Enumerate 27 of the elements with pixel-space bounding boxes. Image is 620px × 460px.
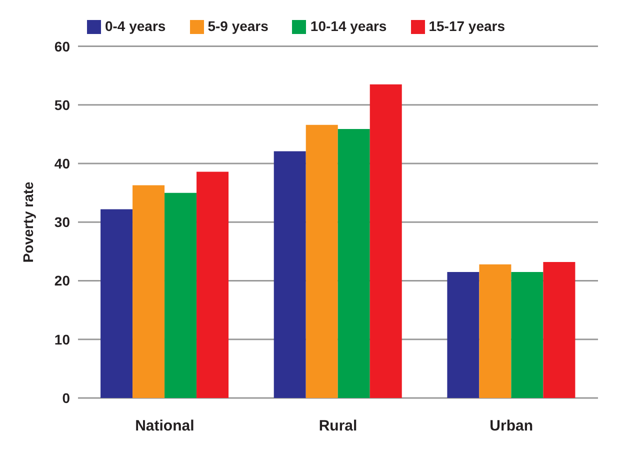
bar — [447, 272, 480, 398]
bar — [100, 209, 133, 398]
y-tick-label: 40 — [54, 156, 70, 172]
legend-label: 15-17 years — [428, 18, 506, 34]
y-tick-label: 50 — [54, 96, 70, 113]
bar — [479, 264, 512, 398]
bar — [338, 128, 370, 398]
bar — [164, 192, 197, 398]
legend-label: 5-9 years — [208, 18, 268, 34]
x-tick-label: National — [135, 418, 194, 435]
bar — [274, 151, 306, 398]
y-tick-label: 30 — [54, 214, 70, 230]
bar — [543, 262, 576, 398]
y-tick-label: 10 — [54, 331, 70, 348]
x-tick-label: Rural — [318, 418, 358, 435]
y-tick-label: 60 — [54, 38, 70, 54]
bar — [306, 124, 338, 398]
y-tick-label: 20 — [54, 272, 70, 289]
y-axis-title: Poverty rate — [20, 181, 36, 263]
legend-label: 10-14 years — [310, 18, 387, 34]
bar — [132, 185, 165, 398]
bar — [370, 84, 402, 398]
y-tick-label: 0 — [62, 390, 70, 406]
bar — [511, 272, 544, 398]
legend-label: 0-4 years — [104, 18, 166, 34]
bar — [196, 172, 229, 398]
x-tick-label: Urban — [490, 418, 534, 435]
